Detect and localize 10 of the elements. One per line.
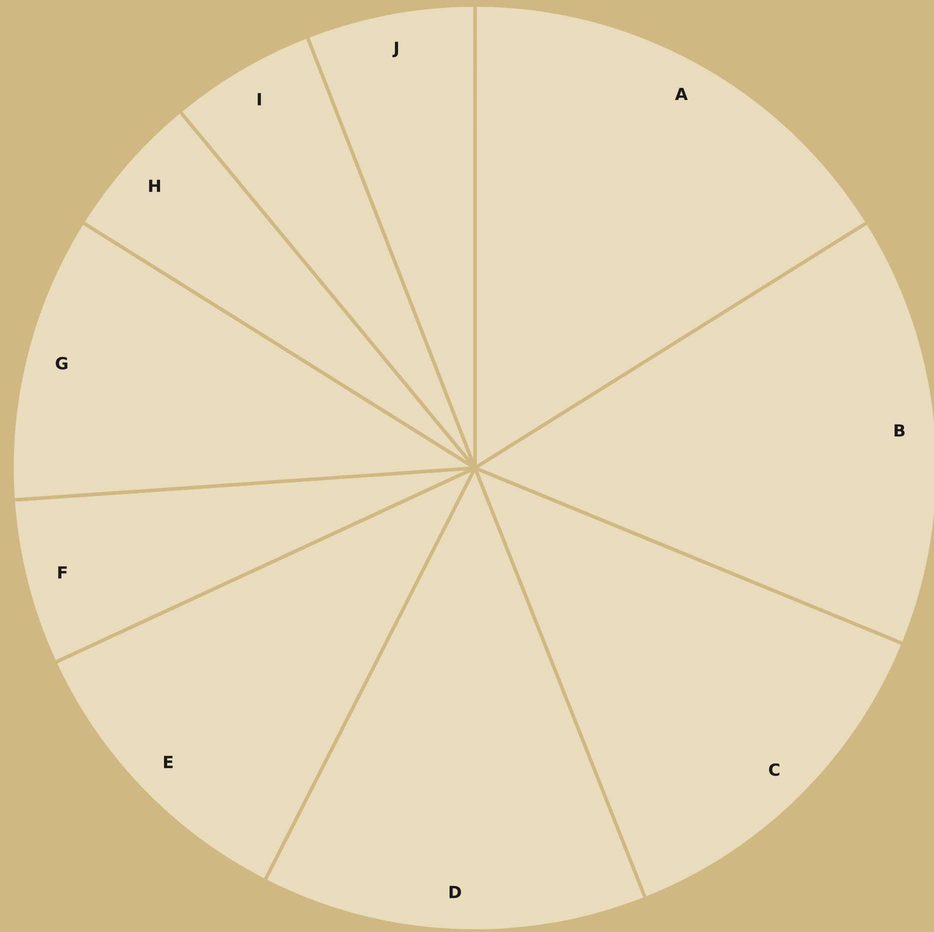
slice-label: J bbox=[392, 42, 398, 58]
slice-label: A bbox=[675, 88, 688, 100]
slice-label: F bbox=[58, 566, 67, 579]
slice-label: D bbox=[450, 886, 461, 898]
slice-label: E bbox=[164, 756, 173, 768]
slice-label: C bbox=[769, 763, 780, 776]
slice-label: G bbox=[56, 356, 68, 370]
slice-label: H bbox=[149, 180, 160, 192]
slice-label: I bbox=[258, 93, 261, 106]
slice-label: B bbox=[894, 424, 905, 437]
